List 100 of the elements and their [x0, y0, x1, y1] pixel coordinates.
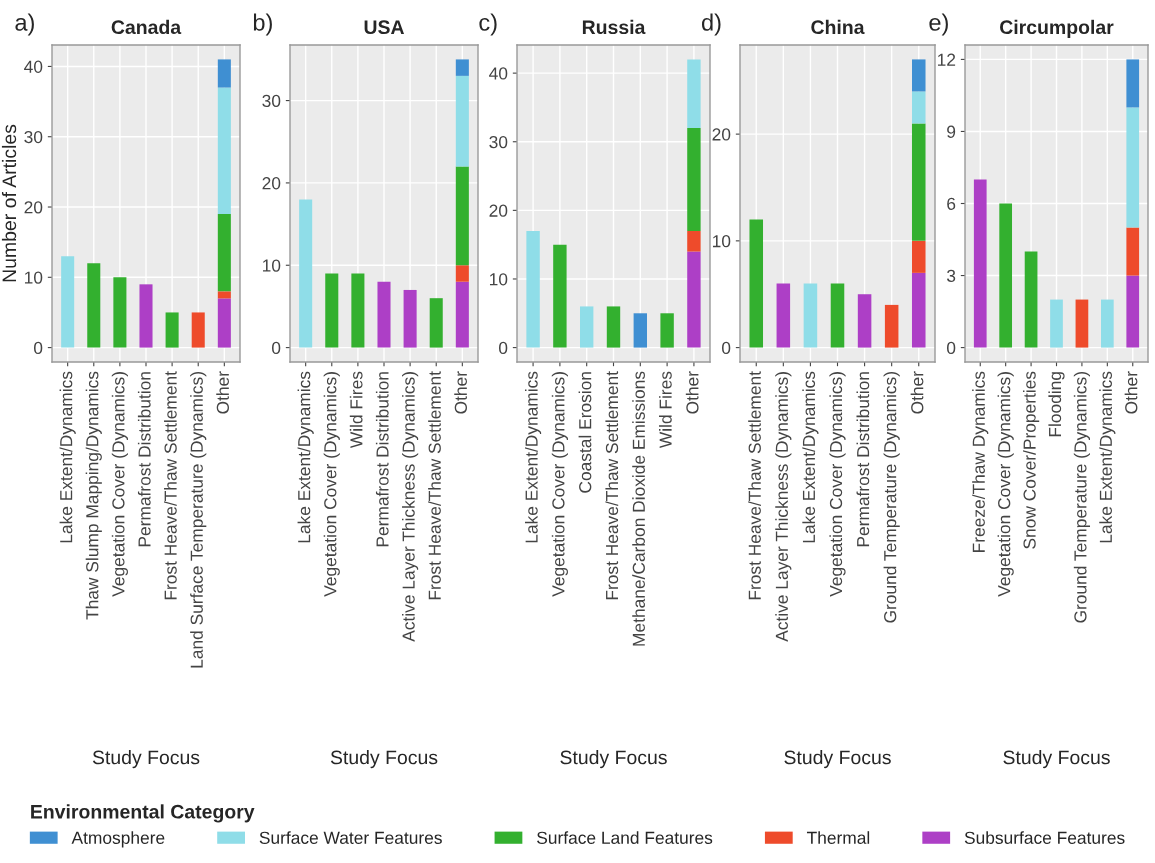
bar [217, 87, 231, 215]
y-tick-label: 20 [24, 201, 43, 214]
bar [606, 306, 621, 348]
y-tick-label: 20 [489, 204, 508, 217]
bar [217, 59, 231, 88]
bar [776, 283, 791, 348]
bar [351, 273, 365, 348]
y-tick-label: 40 [489, 67, 508, 80]
x-tick-label: Thaw Slump Mapping/Dynamics [85, 371, 102, 620]
x-tick-label: Frost Heave/Thaw Settlement [164, 371, 177, 600]
x-tick-label: Land Surface Temperature (Dynamics) [190, 372, 207, 668]
bar [973, 179, 987, 348]
y-tick-label: 10 [489, 273, 508, 286]
bar [455, 166, 469, 266]
x-tick-label: Frost Heave/Thaw Settlement [748, 371, 761, 600]
bar [803, 283, 818, 348]
legend-title: Environmental Category [31, 804, 255, 823]
bar [191, 312, 205, 348]
bar [830, 283, 845, 348]
bar [429, 298, 443, 348]
y-tick-label: 20 [262, 177, 281, 190]
x-tick-label: Vegetation Cover (Dynamics) [829, 372, 846, 597]
y-tick-label: 20 [712, 128, 731, 141]
x-tick-label: Wild Fires [349, 371, 363, 449]
bar [911, 240, 926, 273]
x-tick-label: Other [685, 371, 699, 414]
bar [1126, 275, 1140, 348]
x-tick-label: Vegetation Cover (Dynamics) [323, 372, 340, 597]
bar [687, 230, 701, 252]
bar [749, 219, 764, 348]
y-tick-label: 10 [24, 271, 43, 284]
y-tick-label: 12 [937, 53, 956, 66]
text: c) [479, 13, 497, 36]
bar [1075, 299, 1089, 348]
bar [687, 128, 701, 231]
x-tick-label: Coastal Erosion [578, 372, 592, 493]
legend-label: Subsurface Features [964, 831, 1125, 844]
y-tick-label: 10 [712, 235, 731, 248]
legend-label: Surface Land Features [537, 831, 713, 844]
y-tick-label: 30 [489, 135, 508, 149]
y-tick-label: 0 [722, 341, 731, 355]
x-axis-title: Study Focus [560, 750, 667, 769]
bar [1100, 299, 1114, 348]
bar [217, 214, 231, 292]
bar [687, 251, 701, 348]
chart-title: Russia [582, 19, 646, 35]
chart-title: China [811, 19, 865, 35]
x-tick-label: Permafrost Distribution [137, 372, 151, 547]
x-tick-label: Lake Extent/Dynamics [524, 371, 542, 543]
x-tick-label: Ground Temperature (Dynamics) [883, 372, 900, 623]
y-tick-label: 3 [946, 269, 956, 283]
bar [633, 313, 648, 348]
bar [139, 284, 153, 348]
x-tick-label: Vegetation Cover (Dynamics) [111, 372, 128, 597]
x-tick-label: Other [454, 371, 467, 414]
x-tick-label: Freeze/Thaw Dynamics [972, 371, 989, 552]
bar [1050, 299, 1063, 348]
y-tick-label: 30 [262, 94, 281, 108]
bar [165, 312, 179, 348]
y-tick-label: 10 [262, 259, 281, 272]
x-tick-label: Methane/Carbon Dioxide Emissions [632, 371, 645, 646]
bar [217, 298, 231, 348]
x-tick-label: Frost Heave/Thaw Settlement [428, 371, 441, 600]
bar [884, 304, 899, 348]
y-tick-label: 0 [947, 341, 956, 355]
y-tick-label: 6 [947, 197, 956, 210]
x-tick-label: Flooding [1048, 372, 1065, 437]
bar [299, 199, 313, 348]
bar [455, 75, 469, 167]
legend-label: Thermal [806, 831, 870, 844]
x-tick-label: Lake Extent/Dynamics [802, 371, 819, 543]
x-tick-label: Lake Extent/Dynamics [1099, 371, 1116, 543]
text: a) [15, 13, 34, 36]
x-axis-title: Study Focus [92, 750, 200, 769]
y-tick-label: 30 [24, 130, 43, 144]
x-tick-label: Snow Cover/Properties [1022, 371, 1040, 549]
chart-title: USA [364, 20, 405, 35]
x-tick-label: Vegetation Cover (Dynamics) [997, 372, 1014, 597]
bar [911, 272, 926, 348]
bar [61, 256, 75, 348]
x-tick-label: Permafrost Distribution [375, 372, 389, 547]
bar [87, 263, 101, 348]
y-axis-title: Number of Articles [1, 124, 17, 282]
x-tick-label: Active Layer Thickness (Dynamics) [402, 372, 419, 642]
bar [553, 244, 567, 348]
chart-title: Canada [111, 19, 182, 35]
bar [1024, 251, 1038, 348]
x-tick-label: Lake Extent/Dynamics [59, 371, 76, 543]
bar [403, 289, 417, 348]
x-tick-label: Frost Heave/Thaw Settlement [605, 371, 619, 600]
bar [217, 291, 231, 299]
bar [687, 59, 701, 129]
bar [113, 277, 127, 348]
x-tick-label: Other [216, 371, 229, 414]
bar [1126, 107, 1140, 228]
bar [660, 313, 674, 348]
bar [526, 230, 540, 348]
y-tick-label: 0 [499, 341, 508, 355]
text: e) [929, 13, 948, 36]
bar [579, 306, 594, 348]
